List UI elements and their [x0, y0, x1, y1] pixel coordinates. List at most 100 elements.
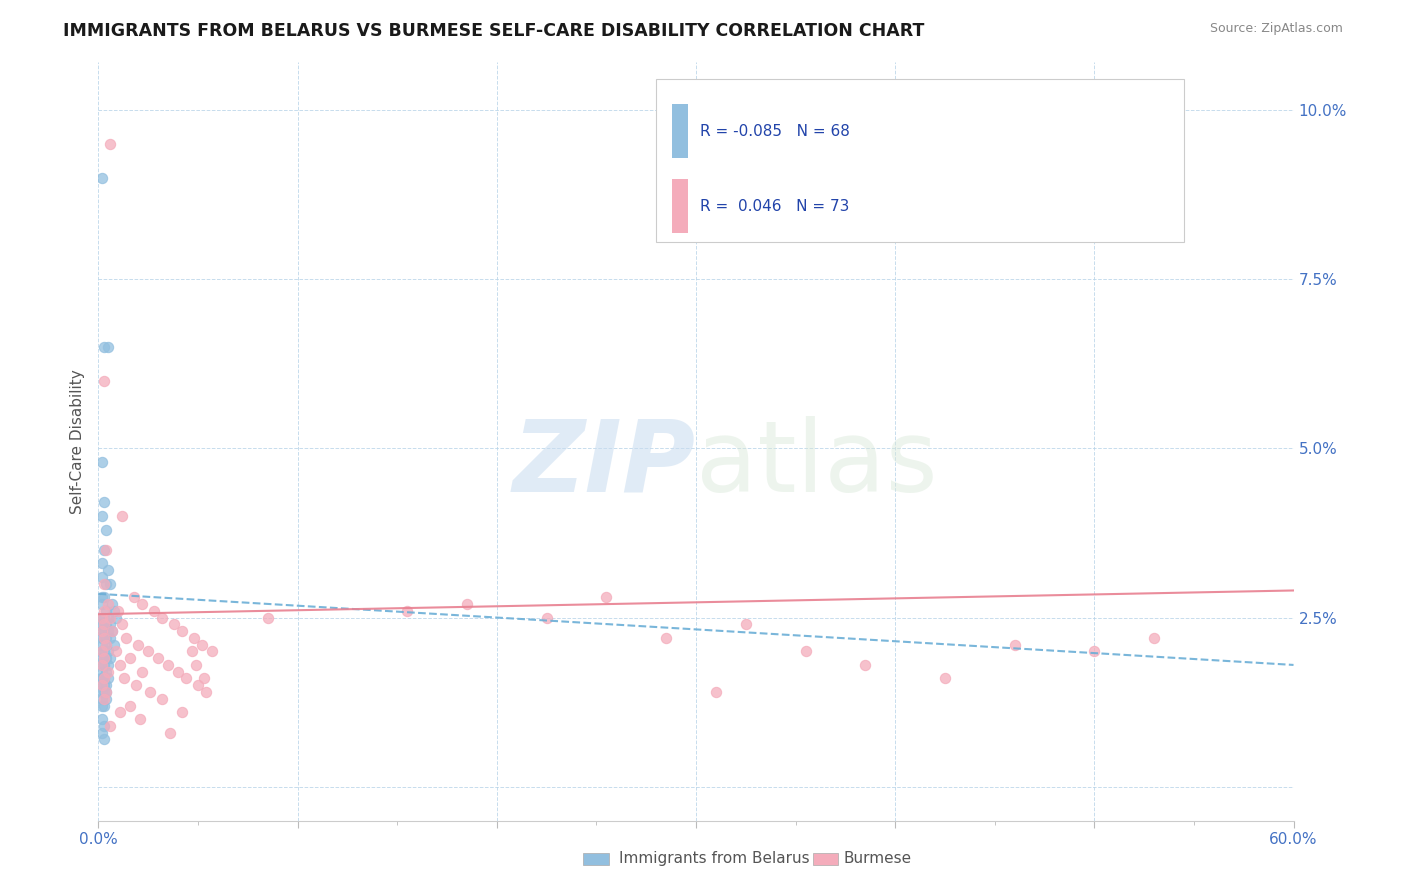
Point: [167, 665, 190, 679]
Point: [97, 597, 120, 611]
Point: [93, 495, 115, 509]
Point: [174, 672, 197, 686]
Point: [91, 657, 114, 672]
Text: atlas: atlas: [696, 416, 938, 513]
Point: [184, 657, 207, 672]
Point: [91, 725, 114, 739]
Point: [91, 624, 114, 639]
Point: [101, 624, 124, 639]
Point: [193, 672, 215, 686]
Point: [91, 651, 114, 665]
Point: [93, 610, 115, 624]
Point: [934, 672, 956, 686]
Point: [1083, 644, 1105, 658]
Point: [124, 591, 146, 605]
Point: [91, 591, 114, 605]
Point: [112, 672, 135, 686]
Bar: [672, 104, 688, 159]
Point: [97, 644, 120, 658]
Point: [91, 170, 114, 185]
Point: [96, 685, 118, 699]
Point: [183, 631, 205, 645]
Point: [93, 719, 115, 733]
Point: [101, 597, 124, 611]
Point: [93, 374, 115, 388]
Point: [91, 685, 114, 699]
Point: [96, 576, 118, 591]
Point: [93, 617, 115, 632]
Point: [93, 604, 115, 618]
Point: [98, 651, 122, 665]
Text: R = -0.085   N = 68: R = -0.085 N = 68: [700, 124, 849, 139]
Point: [93, 678, 115, 692]
Point: [181, 644, 204, 658]
Point: [93, 657, 115, 672]
Point: [98, 576, 122, 591]
Point: [120, 698, 142, 713]
Text: IMMIGRANTS FROM BELARUS VS BURMESE SELF-CARE DISABILITY CORRELATION CHART: IMMIGRANTS FROM BELARUS VS BURMESE SELF-…: [63, 22, 925, 40]
Point: [97, 665, 120, 679]
Point: [97, 610, 120, 624]
Text: Source: ZipAtlas.com: Source: ZipAtlas.com: [1209, 22, 1343, 36]
Text: R =  0.046   N = 73: R = 0.046 N = 73: [700, 199, 849, 213]
Point: [148, 651, 170, 665]
Point: [98, 136, 122, 151]
Point: [595, 591, 617, 605]
Point: [96, 678, 118, 692]
Point: [93, 651, 115, 665]
Point: [107, 604, 129, 618]
Point: [98, 610, 122, 624]
Point: [93, 651, 115, 665]
Point: [96, 604, 118, 618]
Point: [93, 340, 115, 354]
Point: [91, 672, 114, 686]
Point: [97, 657, 120, 672]
Bar: [657, 79, 1184, 242]
Point: [115, 631, 138, 645]
Point: [1004, 638, 1026, 652]
Point: [136, 644, 159, 658]
Point: [93, 542, 115, 557]
Point: [191, 638, 214, 652]
Point: [91, 644, 114, 658]
Point: [91, 691, 114, 706]
Point: [131, 597, 153, 611]
Point: [704, 685, 727, 699]
Point: [93, 685, 115, 699]
Point: [98, 617, 122, 632]
Point: [91, 678, 114, 692]
Point: [98, 719, 122, 733]
Point: [143, 604, 166, 618]
Point: [91, 617, 114, 632]
Point: [97, 340, 120, 354]
Point: [127, 638, 149, 652]
Point: [110, 657, 132, 672]
Point: [97, 563, 120, 577]
Point: [91, 631, 114, 645]
Point: [91, 610, 114, 624]
Point: [256, 610, 278, 624]
Point: [93, 617, 115, 632]
Point: [163, 617, 186, 632]
Point: [150, 691, 173, 706]
Point: [91, 557, 114, 571]
Point: [110, 706, 132, 720]
Point: [111, 508, 134, 523]
Point: [157, 657, 180, 672]
Point: [159, 725, 181, 739]
Point: [105, 610, 128, 624]
Point: [93, 591, 115, 605]
Point: [103, 604, 125, 618]
Text: ZIP: ZIP: [513, 416, 696, 513]
Point: [536, 610, 558, 624]
Point: [794, 644, 817, 658]
Point: [91, 678, 114, 692]
Point: [853, 657, 876, 672]
Point: [187, 678, 209, 692]
Point: [456, 597, 478, 611]
Text: Burmese: Burmese: [844, 851, 911, 865]
Point: [96, 631, 118, 645]
Point: [93, 672, 115, 686]
Point: [93, 672, 115, 686]
Point: [129, 712, 152, 726]
